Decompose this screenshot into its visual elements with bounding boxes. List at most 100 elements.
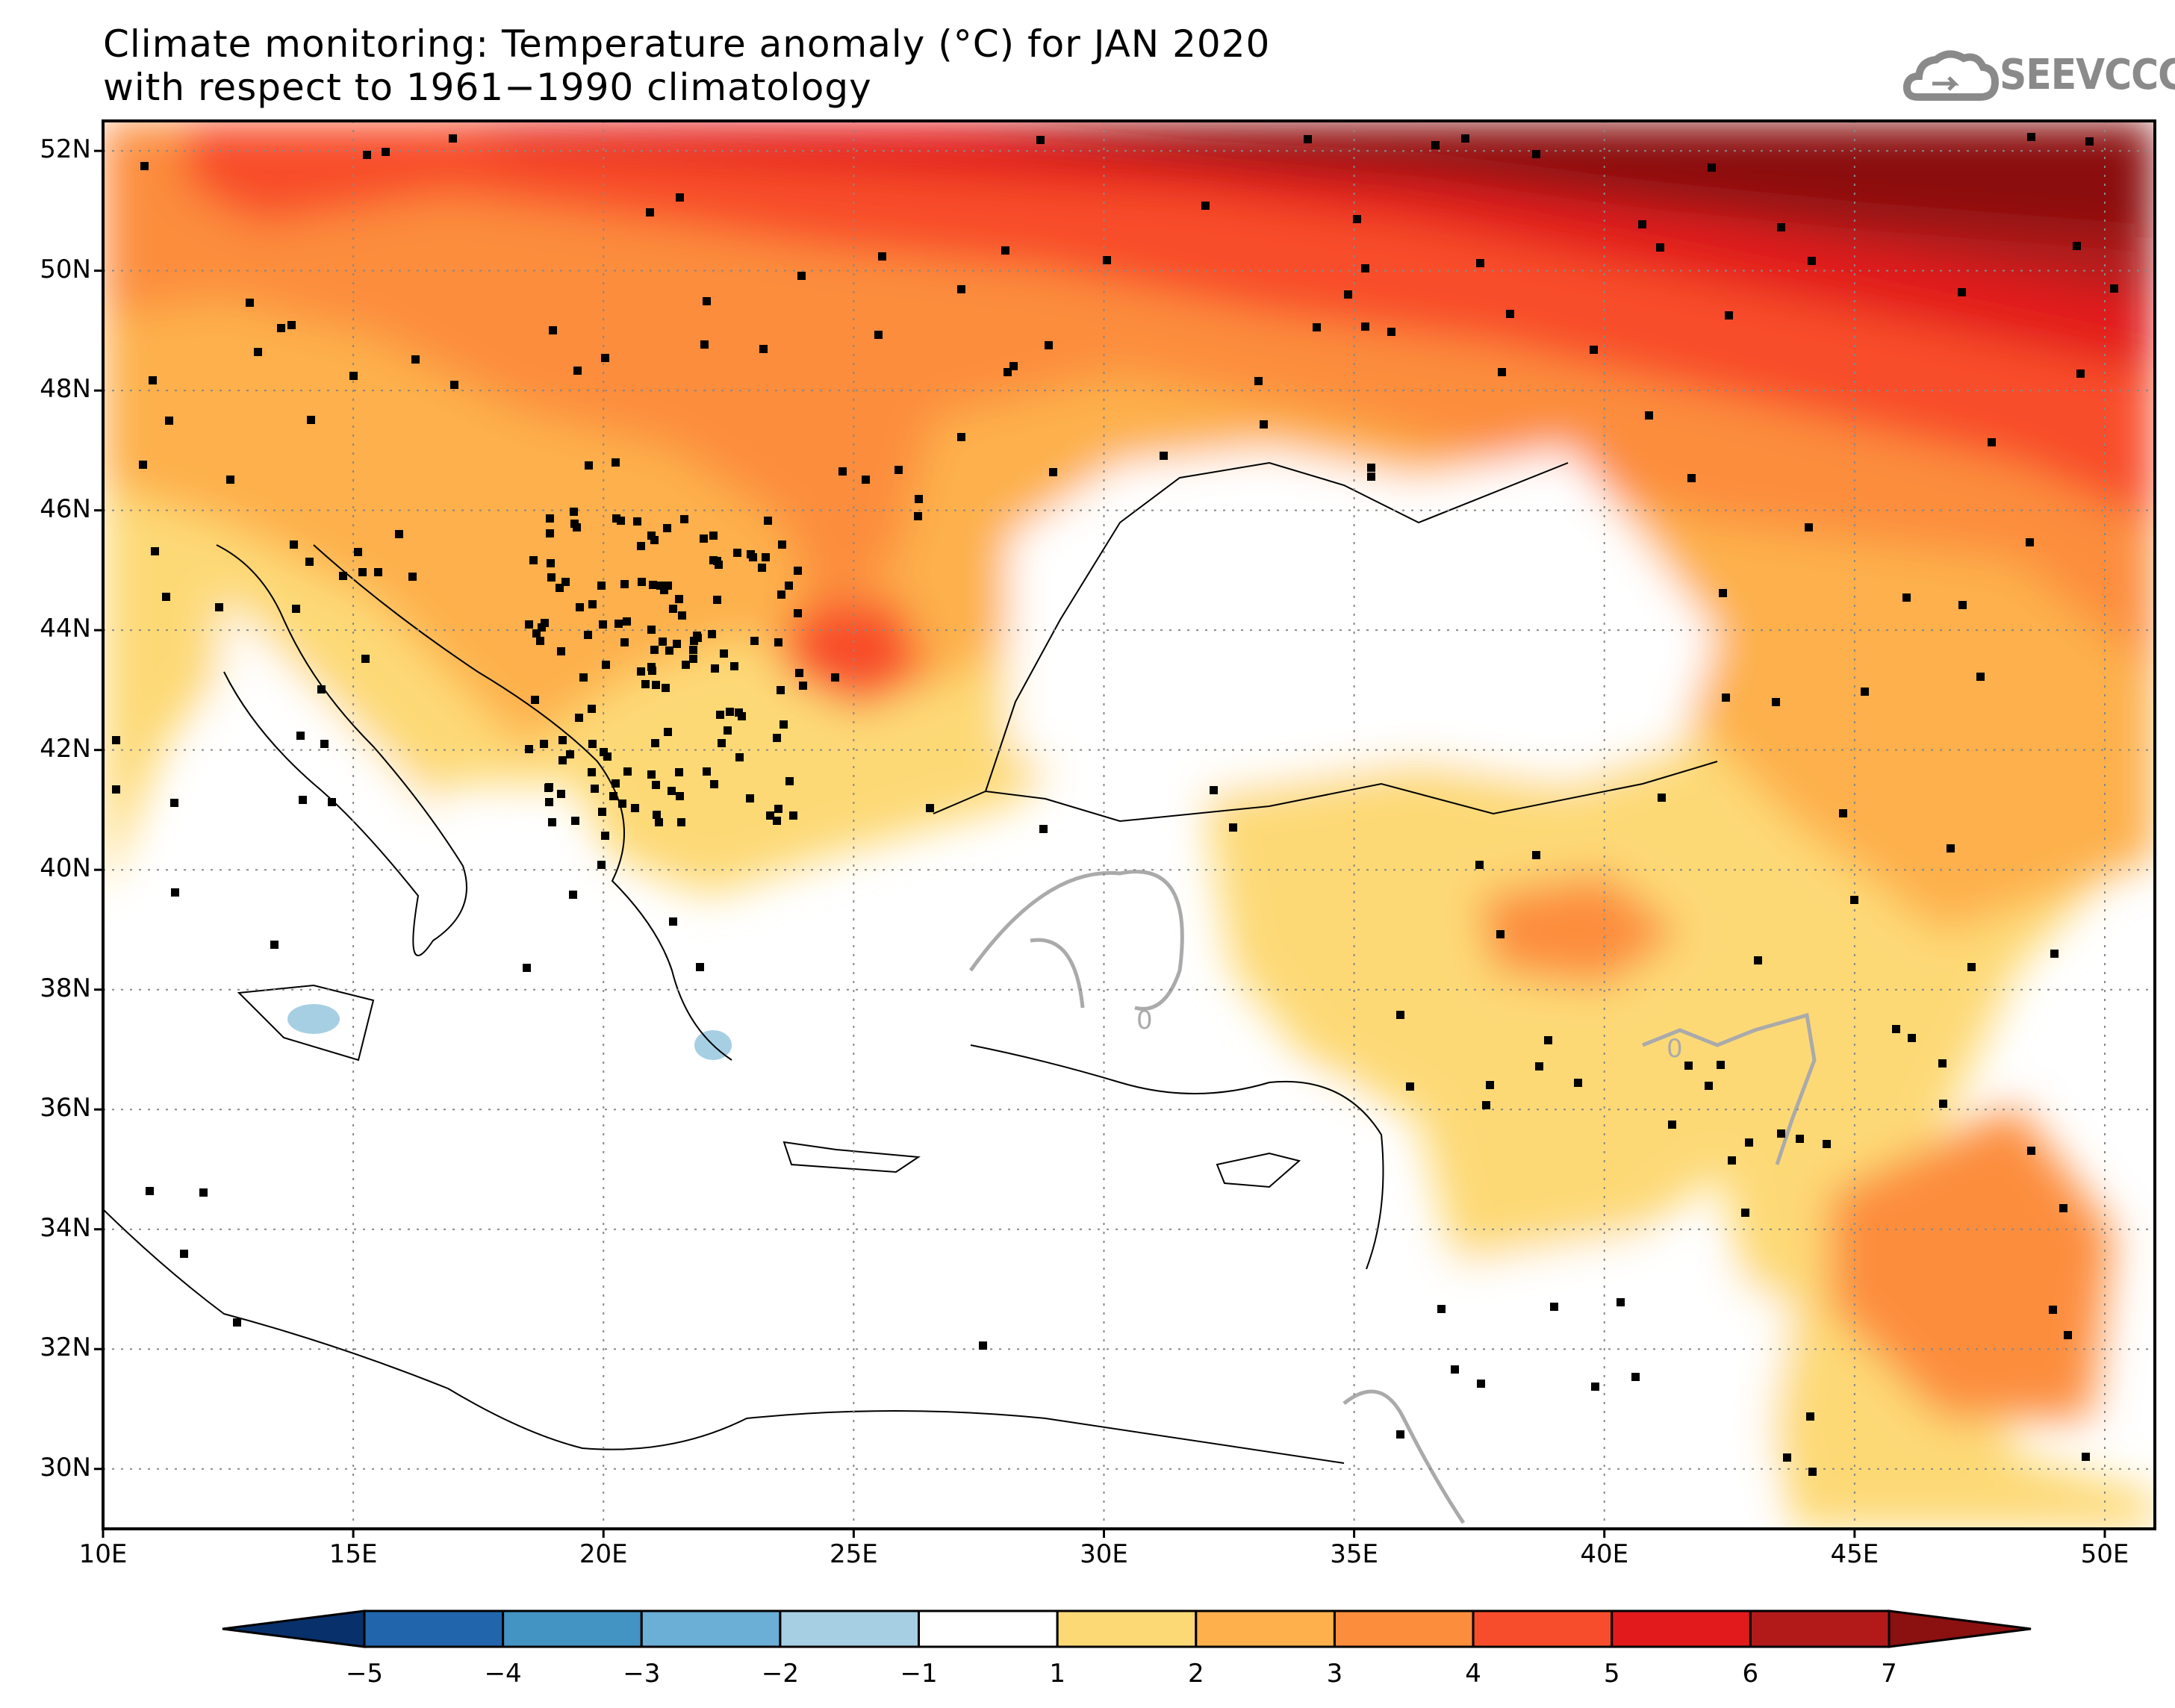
station-marker: [299, 796, 307, 804]
colorbar-label: −1: [900, 1659, 938, 1689]
station-marker: [1808, 1468, 1817, 1476]
station-marker: [1754, 956, 1762, 964]
station-marker: [307, 416, 315, 424]
colorbar: [222, 1609, 2032, 1648]
station-marker: [663, 524, 671, 532]
station-marker: [1361, 322, 1369, 331]
station-marker: [1260, 420, 1268, 428]
negative-anomaly-sicily: [287, 1004, 340, 1034]
station-marker: [600, 748, 608, 756]
station-marker: [730, 662, 738, 670]
station-marker: [1210, 786, 1218, 794]
station-marker: [773, 817, 781, 825]
zero-contours: [968, 870, 1817, 1524]
station-marker: [541, 619, 549, 627]
station-marker: [575, 714, 583, 722]
station-marker: [957, 285, 965, 293]
station-marker: [549, 326, 557, 334]
station-marker: [709, 532, 718, 540]
lat-label: 38N: [40, 973, 91, 1003]
station-marker: [1544, 1036, 1552, 1044]
station-marker: [1313, 323, 1321, 331]
station-marker: [700, 340, 709, 349]
station-marker: [601, 354, 609, 362]
station-marker: [689, 646, 697, 654]
station-marker: [2073, 242, 2081, 250]
station-marker: [726, 708, 734, 716]
station-marker: [588, 600, 597, 608]
station-marker: [1498, 368, 1506, 376]
station-marker: [349, 372, 358, 380]
station-marker: [703, 767, 711, 776]
station-marker: [525, 745, 533, 753]
station-marker: [532, 629, 541, 638]
station-marker: [525, 620, 533, 629]
colorbar-box: [1749, 1609, 1891, 1648]
colorbar-label: −2: [761, 1659, 799, 1689]
station-marker: [1574, 1079, 1582, 1087]
station-marker: [170, 799, 178, 807]
station-marker: [597, 861, 606, 869]
station-marker: [713, 596, 721, 604]
station-marker: [1705, 1082, 1713, 1090]
station-marker: [139, 461, 147, 469]
station-marker: [668, 787, 676, 795]
station-marker: [1708, 163, 1716, 172]
lat-label: 34N: [40, 1212, 91, 1243]
station-marker: [1482, 1101, 1490, 1109]
station-marker: [540, 740, 548, 748]
station-marker: [1988, 438, 1996, 446]
station-marker: [838, 467, 847, 476]
station-marker: [637, 667, 645, 676]
station-marker: [647, 663, 656, 671]
station-marker: [603, 752, 612, 761]
station-marker: [548, 818, 556, 826]
station-marker: [2027, 1147, 2035, 1155]
station-marker: [764, 517, 772, 525]
station-marker: [1725, 311, 1733, 320]
station-marker: [709, 556, 718, 564]
station-marker: [785, 582, 793, 590]
station-marker: [664, 582, 672, 590]
station-marker: [650, 646, 659, 654]
station-marker: [571, 817, 579, 825]
north-africa: [103, 1314, 1456, 1529]
lon-label: 45E: [1830, 1539, 1879, 1569]
station-marker: [799, 682, 807, 690]
station-marker: [180, 1250, 188, 1258]
station-marker: [1160, 452, 1168, 460]
sinai-desert: [1419, 1232, 1792, 1529]
station-marker: [777, 590, 785, 599]
axis-ticks: [94, 149, 2106, 1538]
station-marker: [556, 584, 564, 592]
station-marker: [1367, 473, 1375, 481]
lon-label: 10E: [78, 1539, 128, 1569]
station-marker: [774, 638, 782, 646]
station-marker: [1645, 411, 1653, 420]
station-marker: [1535, 1062, 1543, 1070]
station-marker: [1406, 1082, 1414, 1091]
station-marker: [149, 376, 157, 384]
station-marker: [614, 620, 623, 628]
station-marker: [354, 548, 362, 556]
station-marker: [296, 732, 305, 740]
station-marker: [1668, 1121, 1676, 1129]
colorbar-label: 2: [1187, 1659, 1204, 1689]
lon-label: 50E: [2080, 1539, 2129, 1569]
station-marker: [1009, 362, 1018, 370]
map-title: Climate monitoring: Temperature anomaly …: [103, 22, 1270, 109]
station-marker: [233, 1318, 241, 1327]
station-marker: [1947, 844, 1955, 853]
station-marker: [597, 582, 606, 590]
station-marker: [746, 794, 754, 802]
station-marker: [1361, 264, 1369, 272]
station-marker: [795, 669, 803, 677]
station-marker: [675, 595, 683, 603]
station-marker: [171, 888, 179, 897]
station-marker: [2110, 284, 2118, 293]
colorbar-label: −4: [484, 1659, 522, 1689]
station-marker: [561, 578, 570, 586]
station-marker: [1777, 223, 1785, 231]
anomaly-3-4-iraq-region: [1829, 1105, 2113, 1418]
station-marker: [450, 381, 458, 389]
